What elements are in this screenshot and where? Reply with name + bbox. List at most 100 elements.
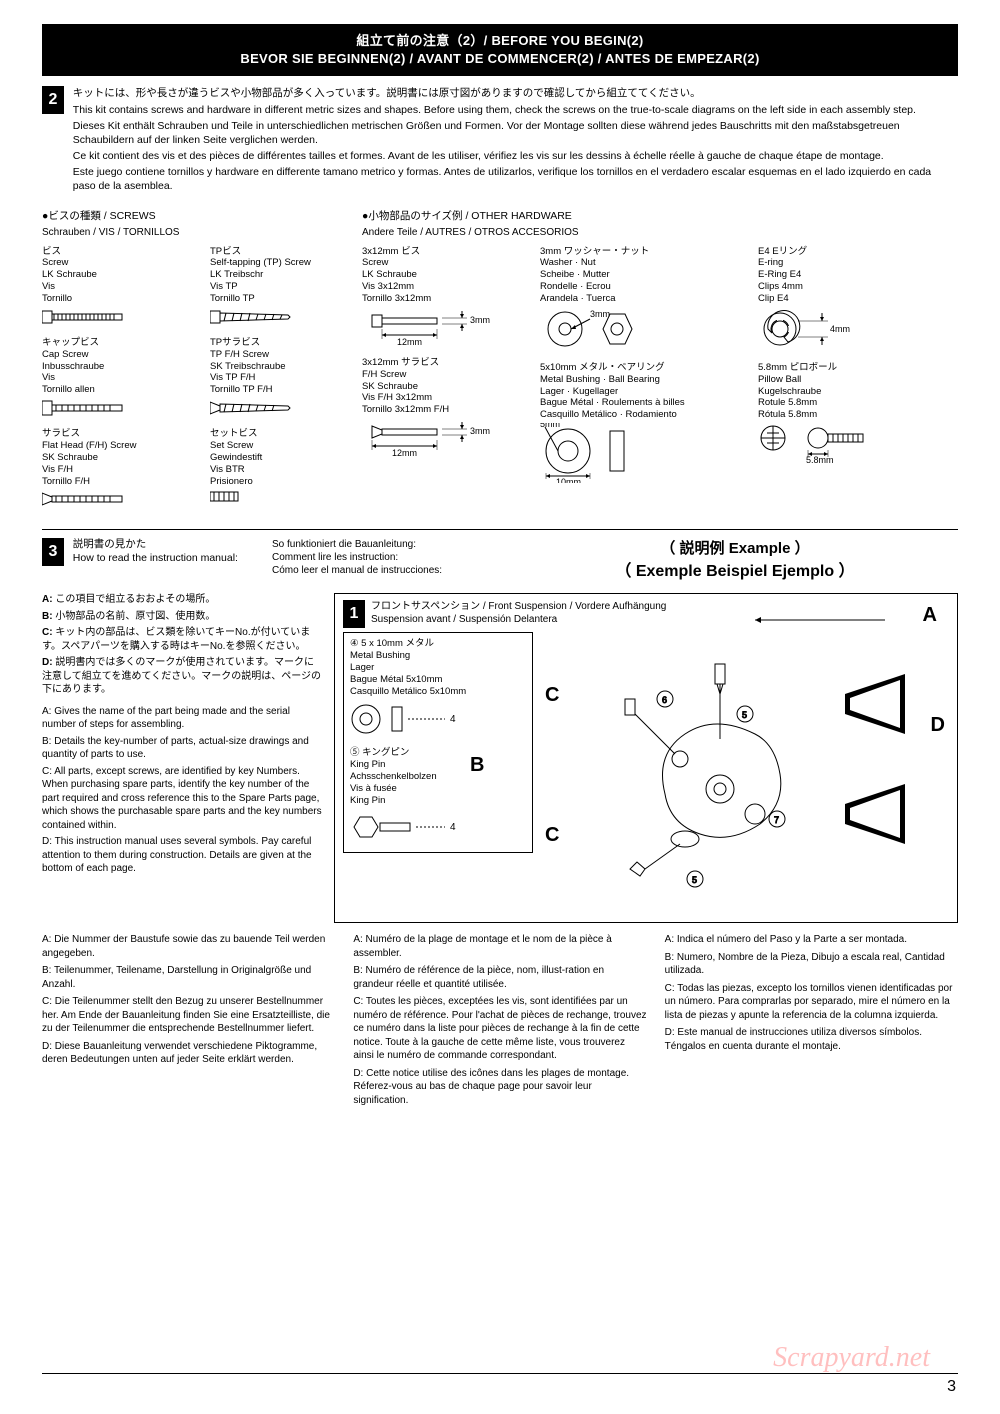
abcd-en-c: C: All parts, except screws, are identif… xyxy=(42,765,322,833)
label-b: B xyxy=(470,754,484,777)
col-es: A: Indica el número del Paso y la Parte … xyxy=(665,933,958,1111)
abcd-jp-d: D: 説明書内では多くのマークが使用されています。マークに注意して組立てを進めて… xyxy=(42,656,322,697)
pointer-a xyxy=(755,612,915,642)
banner-line-1: 組立て前の注意（2）/ BEFORE YOU BEGIN(2) xyxy=(42,32,958,50)
abcd-en-a: A: Gives the name of the part being made… xyxy=(42,705,322,732)
cap-screw-icon xyxy=(42,400,127,416)
example-parts-list: ④ 5 x 10mm メタル Metal Bushing Lager Bague… xyxy=(343,632,533,853)
svg-text:5mm: 5mm xyxy=(540,423,560,429)
fh-screw-3x12-diagram: 3mm 12mm xyxy=(362,418,522,458)
page-number: 3 xyxy=(947,1378,956,1396)
pan-screw-icon xyxy=(42,309,127,325)
es-c: C: Todas las piezas, excepto los tornill… xyxy=(665,982,958,1023)
abcd-jp-c: C: キット内の部品は、ビス類を除いてキーNo.が付いています。スペアパーツを購… xyxy=(42,626,322,653)
screw-item: ビス Screw LK Schraube Vis Tornillo xyxy=(42,246,192,337)
sec3-en: How to read the instruction manual: xyxy=(73,552,238,566)
sec2-en: This kit contains screws and hardware in… xyxy=(73,103,943,117)
watermark: Scrapyard.net xyxy=(773,1342,930,1374)
svg-text:5.8mm: 5.8mm xyxy=(806,455,834,463)
svg-text:4: 4 xyxy=(450,822,456,833)
set-screw-item: セットビス Set Screw Gewindestift Vis BTR Pri… xyxy=(210,428,360,515)
part-4-head: ④ 5 x 10mm メタル xyxy=(350,638,526,650)
example-title: （ 説明例 Example ） （ Exemple Beispiel Ejemp… xyxy=(512,538,958,583)
hardware-block: ●ビスの種類 / SCREWS Schrauben / VIS / TORNIL… xyxy=(42,208,958,520)
bushing-mini-icon: 4 xyxy=(350,701,470,737)
fr-d: D: Cette notice utilise des icônes dans … xyxy=(353,1067,646,1108)
svg-text:3mm: 3mm xyxy=(470,315,490,325)
example-step-number: 1 xyxy=(343,600,365,628)
cap-screw-item: キャップビス Cap Screw Inbusschraube Vis Torni… xyxy=(42,337,192,428)
svg-text:12mm: 12mm xyxy=(392,448,417,458)
flathead-screw-icon xyxy=(42,491,127,507)
bushing-diagram: 5mm 10mm xyxy=(540,423,700,483)
es-b: B: Numero, Nombre de la Pieza, Dibujo a … xyxy=(665,951,958,978)
pillow-ball-diagram: 5.8mm xyxy=(758,423,898,463)
abcd-row: A: A: この項目で組立るおおよその場所。この項目で組立るおおよその場所。 B… xyxy=(42,593,958,923)
kingpin-mini-icon: 4 xyxy=(350,811,470,843)
svg-text:4: 4 xyxy=(450,714,456,725)
label-c-2: C xyxy=(545,824,559,847)
es-a: A: Indica el número del Paso y la Parte … xyxy=(665,933,958,947)
other-hardware-heading: ●小物部品のサイズ例 / OTHER HARDWARE xyxy=(362,208,958,223)
pillow-ball-item: 5.8mm ピロボール Pillow Ball Kugelschraube Ro… xyxy=(758,362,898,473)
banner-line-2: BEVOR SIE BEGINNEN(2) / AVANT DE COMMENC… xyxy=(42,50,958,68)
svg-text:12mm: 12mm xyxy=(397,337,422,347)
fh-screw-3x12-item: 3x12mm サラビス F/H Screw SK Schraube Vis F/… xyxy=(362,357,522,468)
washer-nut-diagram: 3mm xyxy=(540,307,700,352)
svg-text:5: 5 xyxy=(742,710,747,720)
svg-text:10mm: 10mm xyxy=(556,477,581,483)
svg-text:5: 5 xyxy=(692,875,697,885)
section-3-number: 3 xyxy=(42,538,64,566)
assembly-diagram: 6 5 7 5 xyxy=(545,644,915,914)
example-box: 1 フロントサスペンション / Front Suspension / Vorde… xyxy=(334,593,958,923)
section-3-header: 3 説明書の見かた How to read the instruction ma… xyxy=(42,538,958,583)
e-ring-diagram: 4mm xyxy=(758,307,878,352)
sec3-de: So funktioniert die Bauanleitung: xyxy=(272,538,512,551)
abcd-en-b: B: Details the key-number of parts, actu… xyxy=(42,735,322,762)
sec2-jp: キットには、形や長さが違うビスや小物部品が多く入っています。説明書には原寸図があ… xyxy=(73,86,943,100)
es-d: D: Este manual de instrucciones utiliza … xyxy=(665,1026,958,1053)
bushing-bearing-item: 5x10mm メタル・ベアリング Metal Bushing · Ball Be… xyxy=(540,362,740,493)
svg-text:4mm: 4mm xyxy=(830,324,850,334)
label-a: A xyxy=(923,604,937,627)
svg-text:3mm: 3mm xyxy=(470,426,490,436)
fr-a: A: Numéro de la plage de montage et le n… xyxy=(353,933,646,960)
washer-nut-item: 3mm ワッシャー・ナット Washer · Nut Scheibe · Mut… xyxy=(540,246,740,362)
tp-fh-screw-item: TPサラビス TP F/H Screw SK Treibschraube Vis… xyxy=(210,337,360,428)
divider xyxy=(42,529,958,530)
abcd-jp-b: B: 小物部品の名前、原寸図、使用数。 xyxy=(42,610,322,624)
lower-columns: A: Die Nummer der Baustufe sowie das zu … xyxy=(42,933,958,1111)
label-d: D xyxy=(931,714,945,737)
svg-text:7: 7 xyxy=(774,815,779,825)
abcd-en-d: D: This instruction manual uses several … xyxy=(42,835,322,876)
part-5-head: ⑤ キングピン xyxy=(350,747,526,759)
col-de: A: Die Nummer der Baustufe sowie das zu … xyxy=(42,933,335,1111)
fr-c: C: Toutes les pièces, exceptées les vis,… xyxy=(353,995,646,1063)
sec2-fr: Ce kit contient des vis et des pièces de… xyxy=(73,149,943,163)
sec3-es: Cómo leer el manual de instrucciones: xyxy=(272,564,512,577)
set-screw-icon xyxy=(210,491,240,503)
sec3-jp: 説明書の見かた xyxy=(73,538,238,552)
section-2-number: 2 xyxy=(42,86,64,114)
section-banner: 組立て前の注意（2）/ BEFORE YOU BEGIN(2) BEVOR SI… xyxy=(42,24,958,76)
other-hardware-subheading: Andere Teile / AUTRES / OTROS ACCESORIOS xyxy=(362,227,958,238)
sec2-de: Dieses Kit enthält Schrauben und Teile i… xyxy=(73,119,943,147)
screw-3x12-item: 3x12mm ビス Screw LK Schraube Vis 3x12mm T… xyxy=(362,246,522,357)
svg-text:6: 6 xyxy=(662,695,667,705)
de-a: A: Die Nummer der Baustufe sowie das zu … xyxy=(42,933,335,960)
sec2-es: Este juego contiene tornillos y hardware… xyxy=(73,165,943,193)
tp-fh-screw-icon xyxy=(210,400,295,416)
screws-subheading: Schrauben / VIS / TORNILLOS xyxy=(42,227,362,238)
flathead-screw-item: サラビス Flat Head (F/H) Screw SK Schraube V… xyxy=(42,428,192,519)
abcd-jp-a: A: A: この項目で組立るおおよその場所。この項目で組立るおおよその場所。 xyxy=(42,593,322,607)
de-b: B: Teilenummer, Teilename, Darstellung i… xyxy=(42,964,335,991)
screw-3x12-diagram: 3mm 12mm xyxy=(362,307,522,347)
col-fr: A: Numéro de la plage de montage et le n… xyxy=(353,933,646,1111)
sec3-fr: Comment lire les instruction: xyxy=(272,551,512,564)
svg-text:3mm: 3mm xyxy=(590,309,610,319)
tp-screw-icon xyxy=(210,309,295,325)
de-d: D: Diese Bauanleitung verwendet verschie… xyxy=(42,1040,335,1067)
fr-b: B: Numéro de référence de la pièce, nom,… xyxy=(353,964,646,991)
label-c-1: C xyxy=(545,684,559,707)
screws-heading: ●ビスの種類 / SCREWS xyxy=(42,208,362,223)
